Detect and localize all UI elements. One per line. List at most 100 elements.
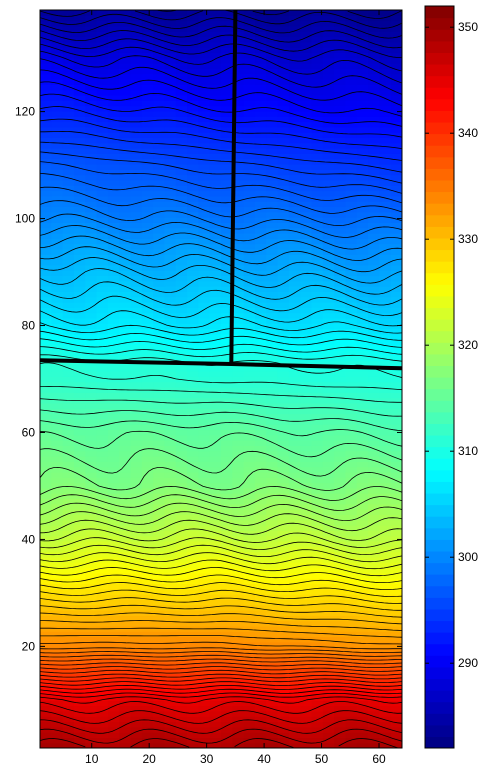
field-cell [288,424,301,431]
field-cell [356,594,369,600]
field-cell [322,52,335,59]
field-cell [221,684,233,691]
field-cell [368,302,380,308]
field-cell [232,477,245,484]
field-cell [175,36,188,43]
field-cell [40,535,52,542]
field-cell [198,270,211,277]
contour-line [40,537,402,556]
field-cell [62,429,75,436]
field-cell [96,195,109,202]
field-cell [85,498,98,505]
field-cell [107,546,120,553]
field-cell [345,185,358,192]
field-cell [107,471,120,478]
field-cell [130,20,143,27]
field-cell [85,700,98,707]
field-cell [187,535,199,542]
field-cell [379,583,392,590]
field-cell [62,211,75,218]
field-cell [187,615,199,622]
field-cell [96,726,109,733]
field-cell [232,716,245,723]
field-cell [130,620,143,627]
field-cell [221,525,233,531]
field-cell [266,503,279,510]
field-cell [322,652,335,659]
field-cell [119,567,132,574]
field-cell [153,349,166,356]
field-cell [107,737,120,744]
field-cell [322,206,335,213]
field-cell [311,609,324,616]
field-cell [141,307,154,314]
field-cell [73,211,86,218]
field-cell [85,540,98,547]
field-cell [85,344,98,351]
field-cell [254,594,267,600]
field-cell [379,402,392,409]
field-cell [288,562,301,569]
field-cell [368,270,380,277]
field-cell [51,386,64,393]
field-cell [390,434,402,441]
field-cell [232,594,245,600]
field-cell [254,408,267,415]
field-cell [141,243,154,250]
field-cell [266,339,279,346]
field-cell [51,461,64,468]
field-cell [85,333,98,340]
field-cell [311,440,324,446]
field-cell [153,163,166,170]
field-cell [198,498,211,505]
field-cell [221,328,233,335]
field-cell [51,142,64,149]
field-cell [368,397,380,404]
field-cell [334,705,347,712]
field-cell [51,355,64,362]
field-cell [130,63,143,69]
field-cell [334,620,347,627]
field-cell [51,169,64,176]
field-cell [345,100,358,107]
contour-line [40,589,402,604]
field-cell [175,418,188,425]
field-cell [243,397,256,404]
field-cell [73,615,86,622]
field-cell [288,493,301,500]
field-cell [232,705,245,712]
field-cell [141,20,154,27]
field-cell [62,445,75,452]
field-cell [96,349,109,356]
field-cell [73,392,86,399]
field-cell [73,609,86,616]
field-cell [164,694,177,701]
field-cell [62,588,75,595]
field-cell [73,572,86,579]
field-cell [243,647,256,654]
field-cell [288,10,301,16]
field-cell [345,349,358,356]
field-cell [266,243,279,250]
field-cell [198,307,211,314]
field-cell [311,10,324,16]
colorbar-band [425,585,454,598]
field-cell [175,243,188,250]
field-cell [356,625,369,632]
field-cell [141,57,154,64]
field-cell [243,232,256,239]
field-cell [379,429,392,436]
field-cell [277,466,290,473]
field-cell [390,519,402,526]
field-cell [379,280,392,287]
field-cell [232,270,245,277]
field-cell [107,254,120,261]
field-cell [345,445,358,452]
field-cell [232,52,245,59]
field-cell [221,116,233,123]
field-cell [51,594,64,600]
field-cell [40,286,52,292]
field-cell [130,588,143,595]
field-cell [356,530,369,537]
field-cell [390,673,402,680]
